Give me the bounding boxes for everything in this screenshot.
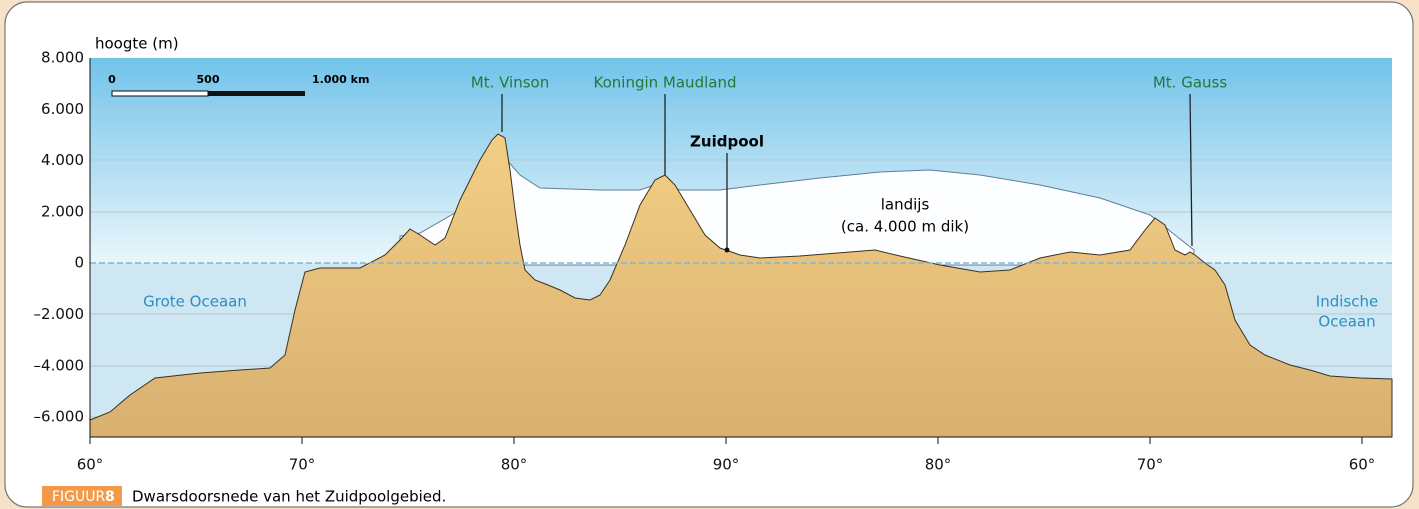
label-gauss: Mt. Gauss (1153, 74, 1227, 92)
label-ice: landijs (881, 196, 930, 214)
x-tick-label: 70° (1137, 456, 1164, 474)
label-pacific: Grote Oceaan (143, 293, 247, 311)
y-tick-label: 4.000 (41, 151, 84, 169)
scale-label: 0 (108, 73, 116, 86)
scale-label: 1.000 km (312, 73, 369, 86)
x-tick-label: 80° (925, 456, 952, 474)
y-tick-label: –6.000 (34, 408, 84, 426)
caption-badge-text: FIGUUR (52, 489, 106, 505)
label-indian: Indische (1316, 293, 1378, 311)
y-tick-label: 6.000 (41, 100, 84, 118)
scale-label: 500 (197, 73, 220, 86)
y-tick-label: 0 (74, 254, 84, 272)
scale-bar: 0 500 1.000 km (108, 73, 369, 97)
x-tick-label: 60° (77, 456, 104, 474)
terrain (89, 133, 1393, 438)
y-tick-label: –2.000 (34, 305, 84, 323)
x-tick-label: 60° (1349, 456, 1376, 474)
x-tick-label: 70° (289, 456, 316, 474)
x-tick-label: 80° (501, 456, 528, 474)
y-tick-label: 2.000 (41, 202, 84, 220)
label-ice-note: (ca. 4.000 m dik) (841, 218, 969, 236)
label-indian: Oceaan (1318, 313, 1375, 331)
caption-number: 8 (105, 489, 115, 505)
leader (1189, 93, 1193, 247)
y-axis-label: hoogte (m) (95, 35, 179, 53)
caption-text: Dwarsdoorsnede van het Zuidpoolgebied. (132, 488, 446, 506)
label-vinson: Mt. Vinson (471, 74, 549, 92)
caption-badge (42, 486, 122, 506)
x-tick-label: 90° (713, 456, 740, 474)
y-tick-label: 8.000 (41, 49, 84, 67)
label-maudland: Koningin Maudland (594, 74, 737, 92)
y-tick-label: –4.000 (34, 356, 84, 374)
pole-dot (724, 247, 730, 253)
label-pole: Zuidpool (690, 133, 764, 151)
